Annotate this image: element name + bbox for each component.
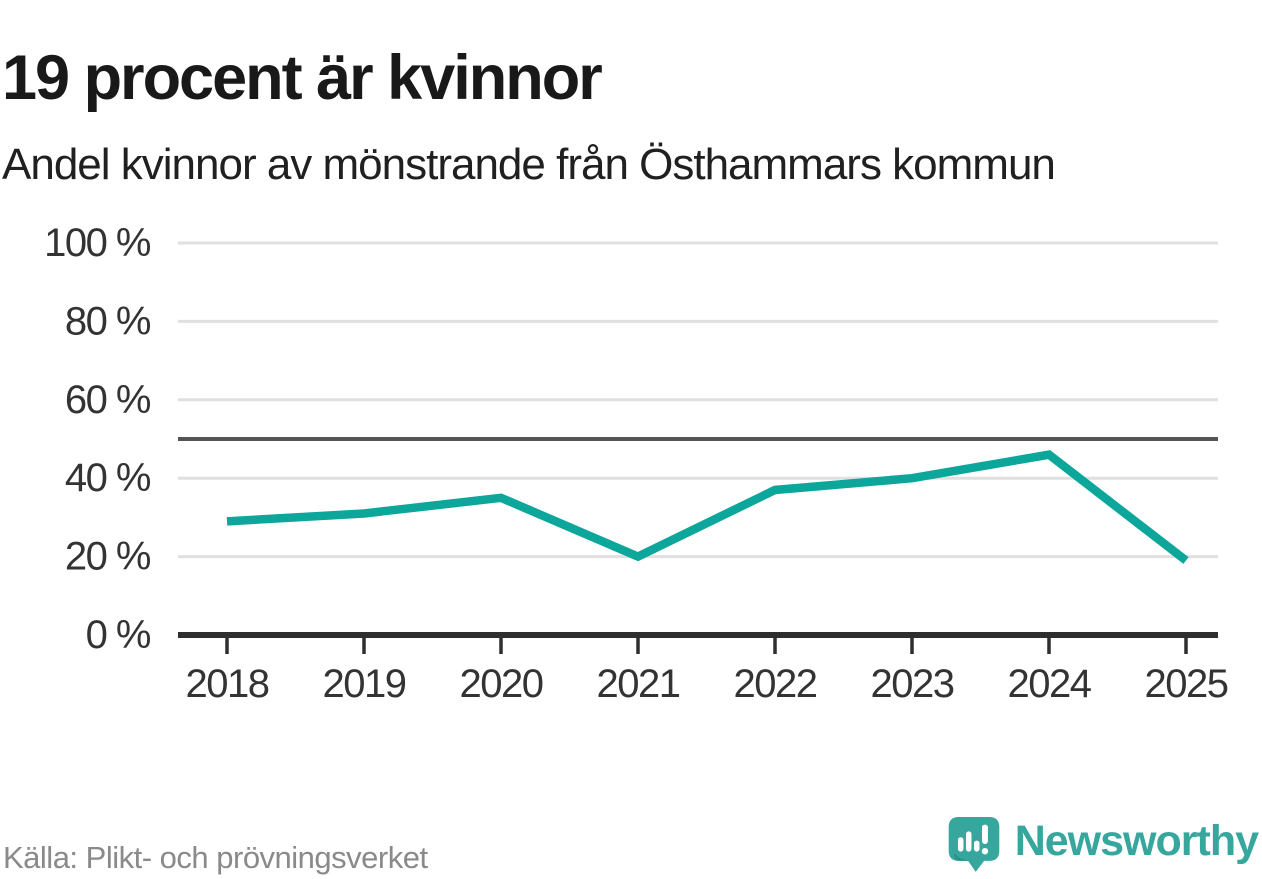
newsworthy-logo-icon	[948, 817, 1000, 872]
x-tick-label-2019: 2019	[323, 662, 406, 706]
y-tick-label-40: 40 %	[65, 456, 151, 500]
series-line-Andel kvinnor av mönstrande	[226, 450, 1189, 564]
chart-subtitle: Andel kvinnor av mönstrande från Östhamm…	[2, 140, 1056, 189]
y-tick-label-80: 80 %	[65, 299, 151, 343]
x-tick-label-2025: 2025	[1145, 662, 1228, 706]
x-tick-label-2023: 2023	[871, 662, 954, 706]
logo-exclamation-bar	[981, 824, 988, 844]
logo-bar-3	[973, 840, 980, 852]
logo-exclamation-dot	[981, 847, 988, 855]
x-tick-label-2018: 2018	[186, 662, 269, 706]
source-note: Källa: Plikt- och prövningsverket	[3, 840, 428, 875]
y-tick-label-20: 20 %	[65, 535, 151, 579]
logo-bar-1	[957, 837, 964, 852]
brand-wordmark: Newsworthy	[1014, 816, 1259, 865]
y-tick-label-60: 60 %	[65, 378, 151, 422]
x-tick-label-2024: 2024	[1008, 662, 1092, 706]
x-tick-label-2021: 2021	[597, 662, 680, 706]
chart-title: 19 procent är kvinnor	[2, 43, 603, 114]
x-tick-label-2020: 2020	[460, 662, 543, 706]
logo-bar-2	[965, 831, 972, 852]
y-tick-label-100: 100 %	[44, 221, 151, 265]
brand-lockup: Newsworthy	[947, 815, 1259, 873]
y-tick-label-0: 0 %	[86, 613, 151, 657]
x-tick-label-2022: 2022	[734, 662, 817, 706]
